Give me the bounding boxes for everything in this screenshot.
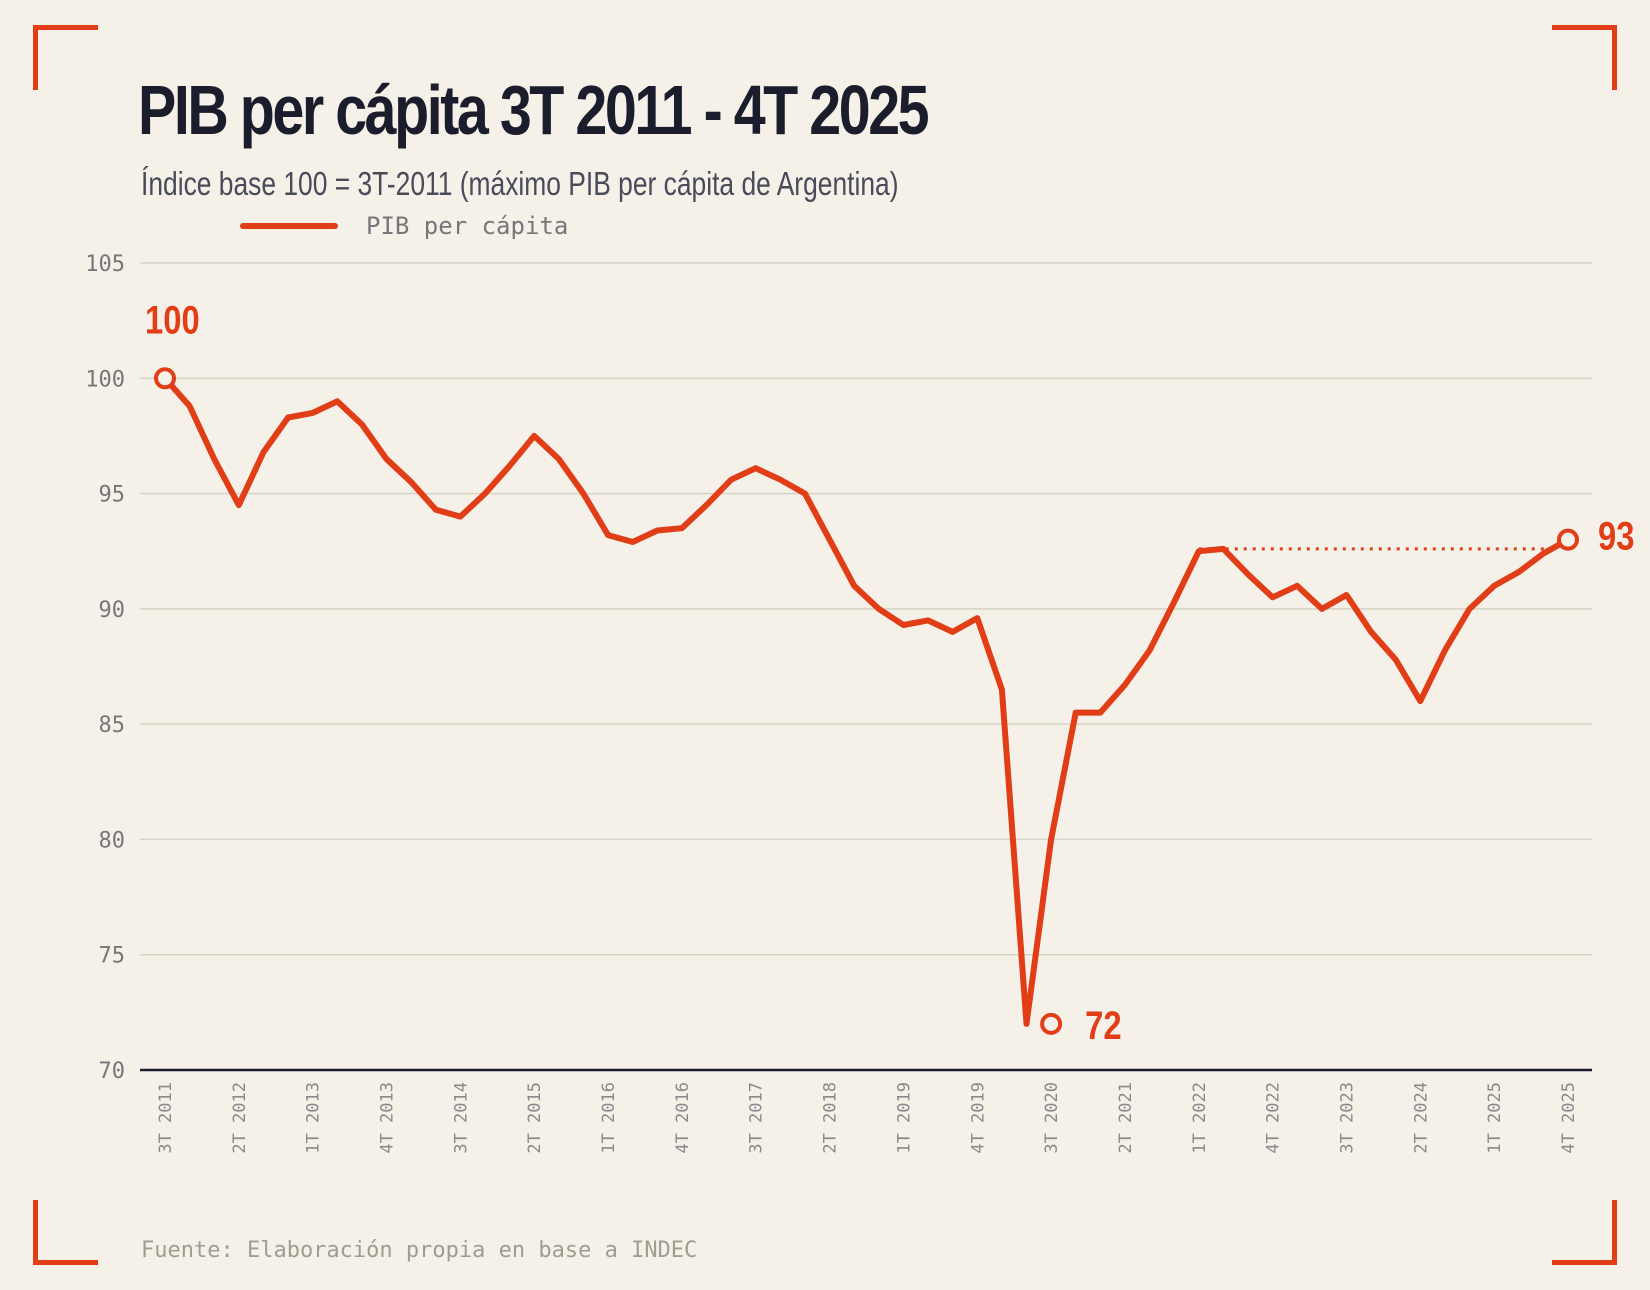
x-tick-label: 2T 2018 xyxy=(821,1082,841,1154)
data-point-marker xyxy=(1557,528,1579,551)
corner-bracket-bottom-left xyxy=(33,1200,98,1265)
x-tick-label: 2T 2021 xyxy=(1116,1082,1136,1154)
x-tick-label: 4T 2025 xyxy=(1559,1082,1579,1154)
y-tick-label: 85 xyxy=(99,713,126,738)
y-tick-label: 100 xyxy=(85,367,125,392)
x-tick-label: 3T 2011 xyxy=(156,1082,176,1154)
x-tick-label: 1T 2022 xyxy=(1190,1082,1210,1154)
x-tick-label: 3T 2023 xyxy=(1337,1082,1357,1154)
corner-bracket-bottom-right xyxy=(1552,1200,1617,1265)
x-tick-label: 4T 2016 xyxy=(673,1082,693,1154)
source-note: Fuente: Elaboración propia en base a IND… xyxy=(141,1238,698,1263)
x-tick-label: 3T 2020 xyxy=(1042,1082,1062,1154)
x-tick-label: 3T 2017 xyxy=(747,1082,767,1154)
x-tick-label: 1T 2019 xyxy=(894,1082,914,1154)
y-tick-label: 75 xyxy=(99,944,126,969)
data-point-marker xyxy=(154,367,176,390)
chart-title: PIB per cápita 3T 2011 - 4T 2025 xyxy=(138,71,930,149)
legend-swatch xyxy=(240,223,338,229)
data-point-marker xyxy=(1040,1012,1063,1035)
legend: PIB per cápita xyxy=(240,211,568,241)
corner-bracket-top-left xyxy=(33,25,98,90)
x-tick-label: 1T 2013 xyxy=(304,1082,324,1154)
x-tick-label: 2T 2012 xyxy=(230,1082,250,1154)
x-tick-label: 4T 2022 xyxy=(1264,1082,1284,1154)
data-label: 100 xyxy=(145,297,200,342)
y-tick-label: 105 xyxy=(85,252,125,277)
y-tick-label: 70 xyxy=(99,1059,126,1084)
x-tick-label: 1T 2016 xyxy=(599,1082,619,1154)
series-line-pib-per-capita xyxy=(162,375,1571,1027)
corner-bracket-top-right xyxy=(1552,25,1617,90)
data-label: 72 xyxy=(1085,1003,1121,1048)
y-tick-label: 95 xyxy=(99,483,126,508)
x-tick-label: 2T 2024 xyxy=(1411,1082,1431,1154)
legend-label: PIB per cápita xyxy=(366,212,569,240)
data-label: 93 xyxy=(1598,514,1634,559)
chart-subtitle: Índice base 100 = 3T-2011 (máximo PIB pe… xyxy=(141,165,899,202)
x-tick-label: 1T 2025 xyxy=(1485,1082,1505,1154)
x-tick-label: 4T 2013 xyxy=(378,1082,398,1154)
y-tick-label: 90 xyxy=(99,598,126,623)
x-tick-label: 3T 2014 xyxy=(451,1082,471,1154)
y-tick-label: 80 xyxy=(99,828,126,853)
x-tick-label: 4T 2019 xyxy=(968,1082,988,1154)
x-tick-label: 2T 2015 xyxy=(525,1082,545,1154)
